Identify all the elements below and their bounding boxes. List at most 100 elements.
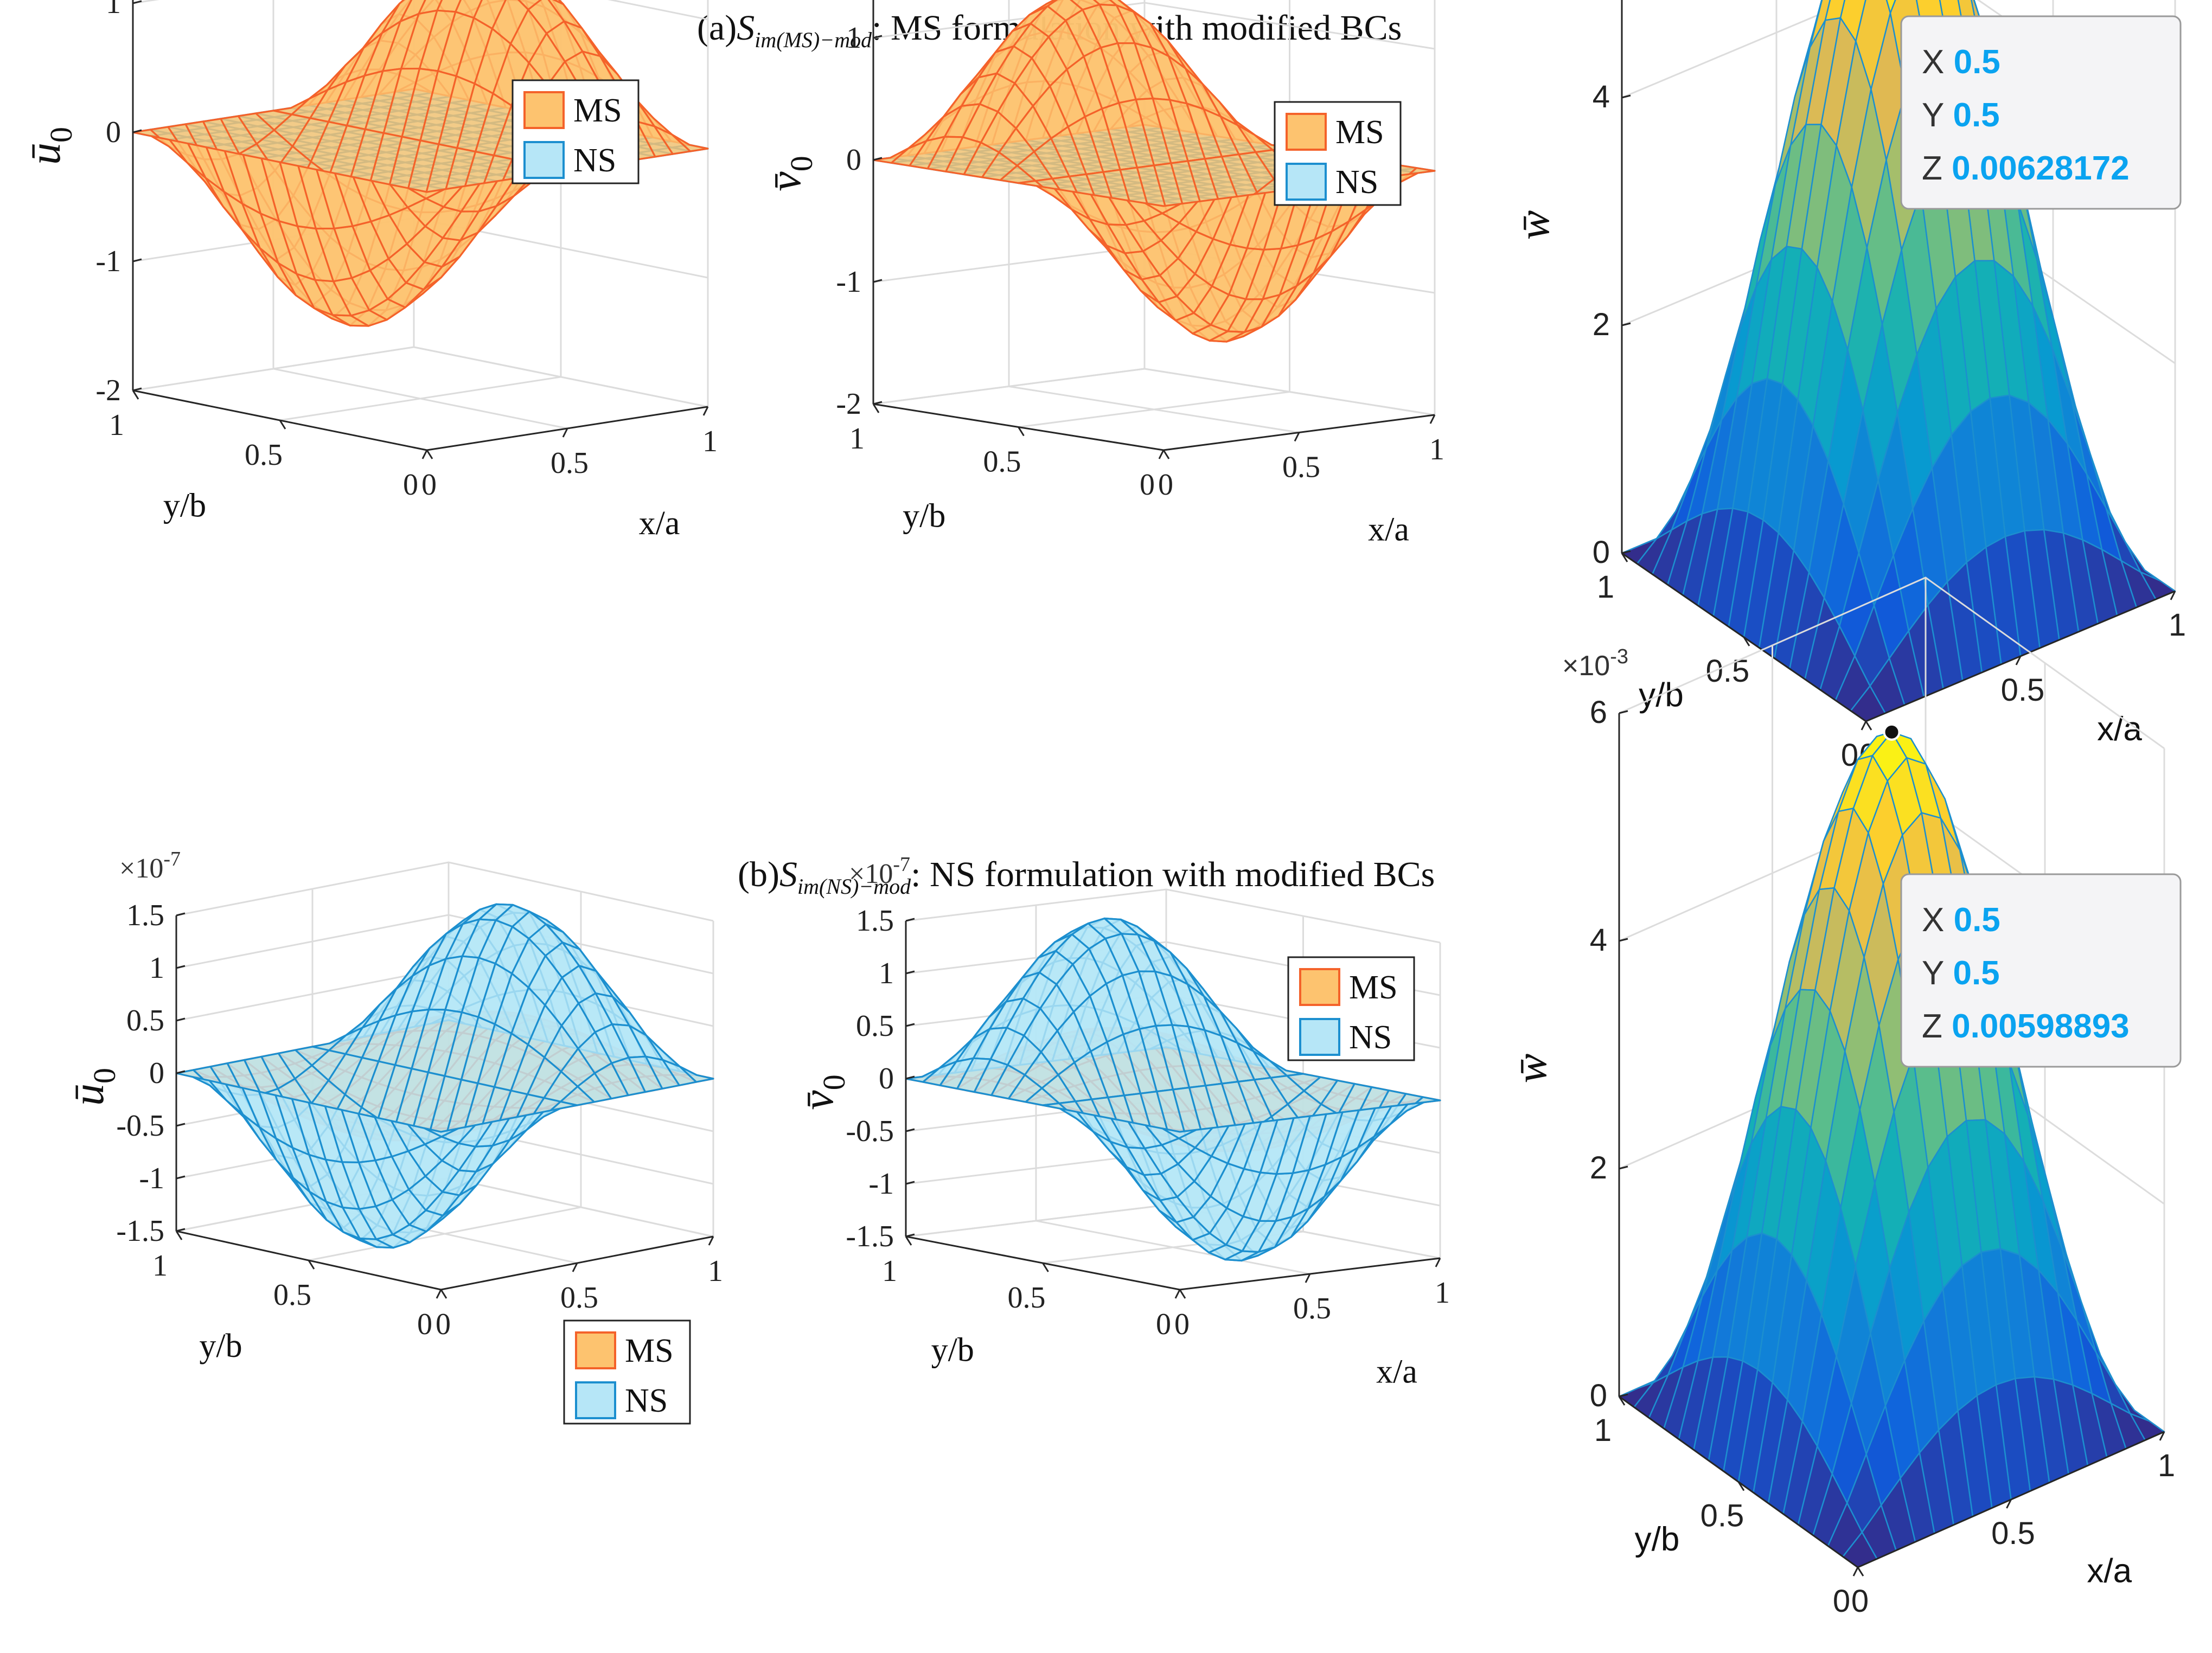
x-tick-mark	[2015, 656, 2022, 665]
legend-label-ns: NS	[625, 1382, 668, 1419]
y-tick-mark	[426, 450, 433, 459]
z-tick-mark	[132, 387, 142, 392]
datatip-row-y: Y 0.5	[1922, 97, 2000, 134]
z-axis-symbol: w̄	[1506, 1053, 1556, 1083]
z-tick-mark	[132, 0, 142, 4]
x-axis-label: x/a	[639, 505, 680, 542]
z-tick-mark	[1619, 1165, 1628, 1170]
z-tick-label: 1	[846, 21, 861, 55]
x-tick-mark	[436, 1289, 442, 1299]
x-tick-label: 0.5	[560, 1281, 598, 1315]
x-tick-label: 0	[1158, 468, 1173, 502]
gridline	[1144, 368, 1435, 416]
surface-patch	[423, 1127, 459, 1138]
surface-patch	[407, 187, 446, 200]
gridline	[279, 376, 561, 421]
z-tick-label: -1.5	[116, 1214, 164, 1248]
y-tick-mark	[132, 390, 139, 400]
x-tick-mark	[2006, 1499, 2012, 1509]
z-axis-symbol: v̄	[793, 1090, 842, 1110]
y-tick-mark	[1162, 450, 1170, 459]
datatip-row-x: X 0.5	[1922, 901, 2000, 939]
y-axis-label: y/b	[1635, 1521, 1680, 1558]
legend: MS NS	[1274, 101, 1402, 206]
x-tick-label: 1	[2158, 1448, 2175, 1483]
legend-swatch-ns	[575, 1381, 616, 1419]
y-tick-label: 1	[109, 408, 124, 442]
x-tick-label: 0.5	[1991, 1516, 2035, 1551]
legend-label-ms: MS	[1349, 969, 1398, 1006]
z-tick-mark	[176, 912, 186, 917]
gridline	[1018, 391, 1290, 428]
x-tick-label: 1	[1435, 1276, 1450, 1310]
legend-swatch-ns	[1286, 163, 1327, 201]
legend-swatch-ms	[575, 1331, 616, 1369]
z-tick-label: 4	[1593, 79, 1610, 114]
y-tick-label: 1	[882, 1254, 897, 1288]
datatip-marker	[1883, 723, 1901, 741]
y-tick-mark	[1179, 1289, 1186, 1299]
x-tick-label: 0	[1174, 1308, 1190, 1341]
x-axis-label: x/a	[2087, 1553, 2132, 1590]
z-tick-label: -1	[95, 245, 121, 278]
y-tick-mark	[872, 403, 880, 413]
datatip-value: 0.5	[1954, 901, 2000, 939]
gridline	[448, 1177, 714, 1238]
y-axis-label: y/b	[903, 497, 945, 534]
z-tick-mark	[905, 918, 915, 922]
y-tick-label: 0	[403, 468, 418, 502]
legend-swatch-ns	[523, 141, 565, 179]
gridline	[905, 888, 1441, 944]
x-tick-mark	[1305, 1273, 1311, 1283]
y-tick-mark	[1618, 1396, 1626, 1406]
legend: MS NS	[512, 79, 640, 184]
z-tick-mark	[873, 279, 883, 283]
gridline	[176, 861, 714, 922]
legend-swatch-ms	[1286, 113, 1327, 151]
legend-label-ns: NS	[573, 142, 616, 179]
x-tick-label: 1	[1429, 433, 1444, 466]
z-tick-label: -2	[836, 387, 861, 421]
y-axis-label: y/b	[199, 1328, 242, 1364]
y-tick-mark	[175, 1231, 183, 1240]
x-tick-label: 0.5	[1293, 1292, 1331, 1325]
y-axis-label: y/b	[163, 488, 206, 524]
z-tick-label: -1	[139, 1162, 164, 1195]
gridline	[873, 368, 1435, 416]
y-tick-label: 0.5	[1008, 1281, 1046, 1315]
y-tick-label: 1	[1594, 1413, 1612, 1448]
y-tick-label: 0	[1833, 1584, 1850, 1619]
legend-swatch-ns	[1299, 1018, 1340, 1056]
legend: MS NS	[563, 1319, 691, 1425]
gridline	[873, 368, 1145, 405]
z-axis-label: ū0	[63, 1068, 122, 1106]
x-tick-mark	[421, 450, 428, 459]
z-tick-label: 1.5	[126, 899, 164, 932]
gridline	[308, 1206, 581, 1261]
y-tick-label: 0.5	[1700, 1498, 1744, 1534]
z-tick-label: -1.5	[846, 1220, 894, 1253]
x-tick-mark	[708, 1236, 714, 1246]
gridline	[413, 346, 708, 408]
datatip-row-y: Y 0.5	[1922, 954, 2000, 992]
z-tick-label: 0	[1590, 1378, 1607, 1413]
exponent-power: -7	[163, 848, 181, 870]
z-axis-symbol: ū	[63, 1084, 113, 1106]
exponent-label: ×10-7	[849, 853, 910, 889]
z-axis-label: w̄	[1509, 210, 1558, 240]
x-tick-label: 0	[1851, 1584, 1869, 1619]
z-tick-mark	[1619, 1393, 1628, 1398]
z-tick-mark	[905, 1023, 915, 1027]
z-tick-label: -0.5	[116, 1109, 164, 1143]
z-tick-mark	[1621, 550, 1631, 554]
y-tick-label: 0	[1140, 468, 1155, 502]
surfaces	[905, 917, 1441, 1262]
y-tick-mark	[440, 1289, 447, 1299]
x-tick-label: 1	[708, 1254, 723, 1288]
y-tick-label: 0.5	[983, 445, 1021, 479]
